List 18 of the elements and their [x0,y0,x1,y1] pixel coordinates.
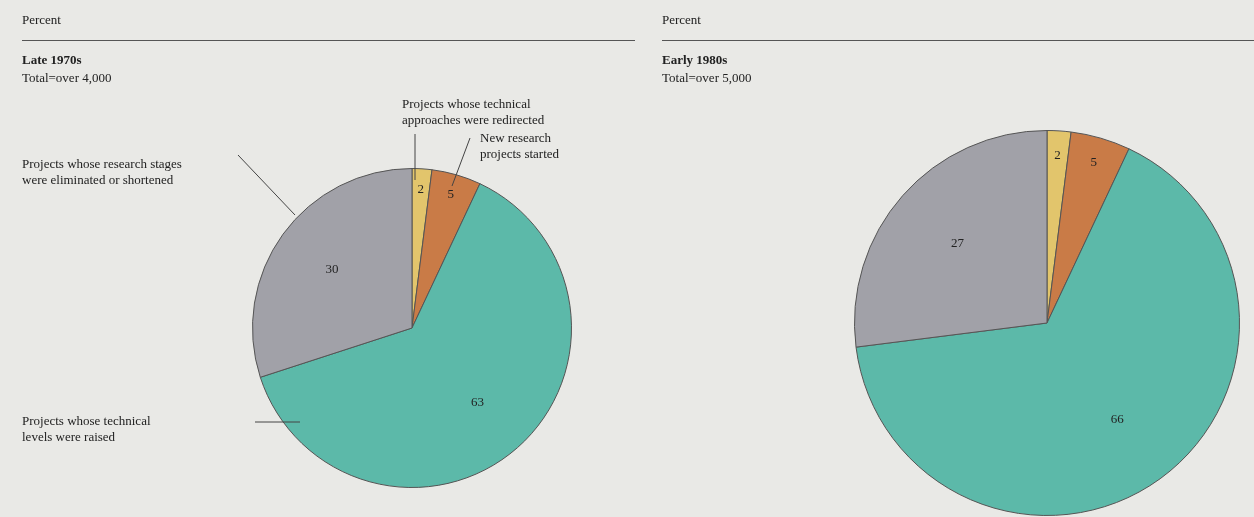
text: Early 1980s [662,52,728,68]
data-label: 5 [1090,153,1097,169]
slice-label: New research projects started [480,129,560,161]
slice-label: Projects whose technical levels were raised [22,412,151,444]
data-label: 66 [1110,410,1125,426]
text: Total=over 5,000 [662,70,752,86]
data-label: 2 [417,180,424,196]
slice-label: Projects whose technical approaches were redirected [402,95,545,127]
data-label: 63 [470,393,484,409]
data-label: 30 [325,261,339,277]
data-label: 2 [1054,147,1061,163]
data-label: 5 [447,186,454,202]
slice-label: Projects whose research stages were eliminated or shortened [22,155,182,187]
chart-title: Late 1970s [22,52,82,68]
chart-subtitle: Total=over 4,000 [22,70,112,86]
data-label: 27 [950,235,965,251]
text: Percent [662,12,701,28]
text: Percent [22,12,61,28]
